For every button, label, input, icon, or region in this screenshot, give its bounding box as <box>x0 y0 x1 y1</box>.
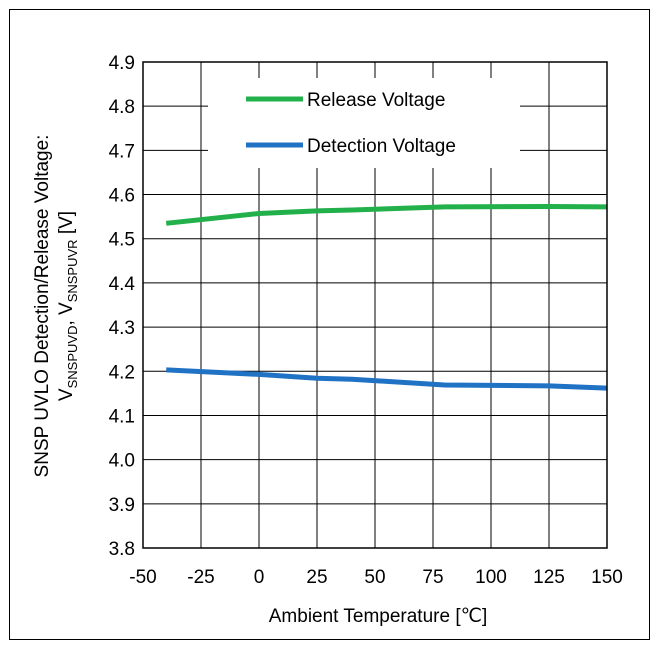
x-tick-label: 0 <box>254 567 265 588</box>
y-tick-label: 4.4 <box>109 274 136 295</box>
x-tick-labels: -50 -25 0 25 50 75 100 125 150 <box>129 567 623 588</box>
y-tick-label: 4.6 <box>109 186 135 207</box>
series-line-detection <box>166 367 608 391</box>
x-tick-label: 75 <box>422 567 443 588</box>
y-tick-label: 4.9 <box>109 53 135 74</box>
x-tick-label: 50 <box>364 567 385 588</box>
y-unit: [V] <box>56 211 77 240</box>
x-axis-title: Ambient Temperature [℃] <box>269 606 487 627</box>
y-tick-label: 4.5 <box>109 230 135 251</box>
x-tick-label: -50 <box>129 567 156 588</box>
legend-entries: Release Voltage Detection Voltage <box>246 90 456 157</box>
y-sub-1: SNSPUVD <box>65 326 80 389</box>
y-axis-title-line2: VSNSPUVD, VSNSPUVR [V] <box>56 211 80 401</box>
y-tick-labels: 3.8 3.9 4.0 4.1 4.2 4.3 4.4 4.5 4.6 4.7 4.8 4.9 <box>109 53 136 560</box>
series-line-release <box>165 204 608 226</box>
y-sub-2: SNSPUVR <box>65 239 80 302</box>
y-tick-label: 3.9 <box>109 495 135 516</box>
y-tick-label: 4.1 <box>109 406 135 427</box>
y-tick-label: 4.8 <box>109 97 135 118</box>
x-tick-label: -25 <box>187 567 214 588</box>
x-tick-label: 100 <box>475 567 507 588</box>
y-tick-label: 4.2 <box>109 362 135 383</box>
y-symbol-1: V <box>56 388 77 401</box>
x-tick-label: 25 <box>306 567 327 588</box>
series-lines <box>165 204 608 391</box>
plot-area <box>142 61 608 549</box>
legend-label-release: Release Voltage <box>307 90 445 111</box>
y-sep: , V <box>56 302 77 326</box>
y-tick-label: 3.8 <box>109 539 135 560</box>
y-tick-label: 4.0 <box>109 451 135 472</box>
y-axis-title: SNSP UVLO Detection/Release Voltage: VSN… <box>32 135 80 478</box>
y-axis-title-line1: SNSP UVLO Detection/Release Voltage: <box>32 135 53 478</box>
x-tick-label: 125 <box>533 567 565 588</box>
legend-label-detection: Detection Voltage <box>307 136 456 157</box>
legend-background <box>208 78 520 168</box>
y-tick-label: 4.7 <box>109 141 135 162</box>
y-tick-label: 4.3 <box>109 318 135 339</box>
legend <box>208 78 520 168</box>
x-tick-label: 150 <box>591 567 623 588</box>
